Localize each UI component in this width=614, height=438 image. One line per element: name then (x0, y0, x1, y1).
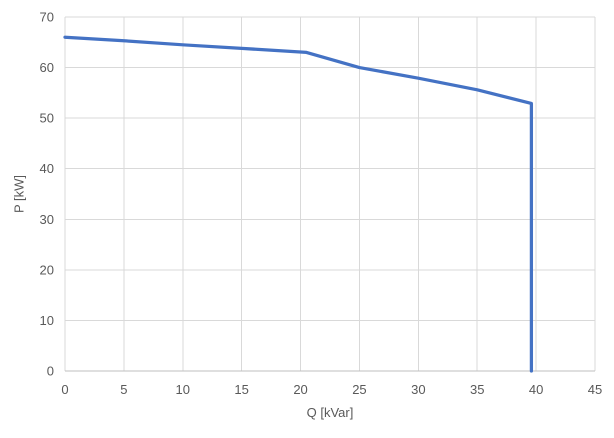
x-tick-label: 25 (352, 382, 366, 397)
x-axis-title: Q [kVar] (306, 405, 354, 420)
x-tick-label: 10 (176, 382, 190, 397)
y-tick-label: 40 (40, 161, 54, 176)
y-tick-label: 30 (40, 212, 54, 227)
y-axis-title: P [kW] (11, 174, 27, 214)
y-tick-label: 0 (47, 364, 54, 379)
x-tick-label: 0 (61, 382, 68, 397)
y-tick-label: 10 (40, 313, 54, 328)
y-tick-label: 70 (40, 10, 54, 25)
x-tick-label: 40 (529, 382, 543, 397)
x-tick-label: 35 (470, 382, 484, 397)
x-tick-label: 5 (120, 382, 127, 397)
x-tick-label: 45 (588, 382, 602, 397)
y-tick-label: 50 (40, 111, 54, 126)
x-tick-label: 20 (293, 382, 307, 397)
capability-curve-line (63, 35, 534, 373)
x-tick-label: 30 (411, 382, 425, 397)
x-tick-label: 15 (234, 382, 248, 397)
y-tick-label: 60 (40, 60, 54, 75)
y-tick-label: 20 (40, 262, 54, 277)
